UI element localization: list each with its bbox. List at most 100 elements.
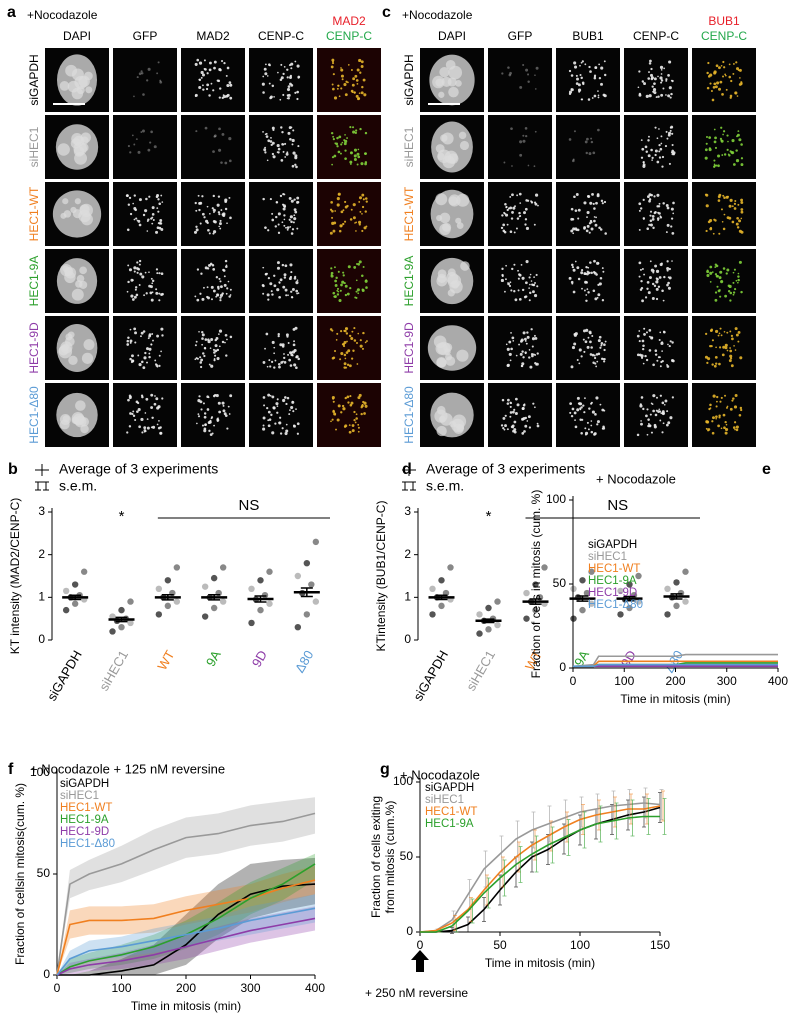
data-point [219,598,227,605]
speckle [271,152,275,156]
speckle [649,223,653,227]
speckle [717,154,721,158]
x-tick-label: 300 [717,674,737,688]
speckle [738,138,742,142]
speckle [284,264,288,268]
speckle [584,280,588,284]
error-bar [502,859,507,897]
speckle [159,431,162,435]
speckle [150,298,154,302]
speckle [570,365,574,369]
y-axis-label: Fraction of cells in mitosis (cum. %) [529,490,543,679]
speckle [227,280,230,283]
speckle [588,152,592,156]
speckle [710,89,713,92]
legend-label: HEC1-WT [425,806,477,818]
speckle [533,165,536,168]
speckle [275,402,279,406]
speckle [590,430,594,434]
speckle [506,364,510,367]
speckle [265,63,267,66]
chromatin [436,357,447,368]
speckle [532,353,535,356]
speckle [726,406,728,409]
speckle [200,408,203,411]
speckle [670,225,673,228]
speckle [729,299,732,302]
data-point [583,589,591,597]
legend-label: siGAPDH [60,778,109,790]
speckle [278,281,281,284]
speckle [636,334,640,338]
speckle [510,425,514,429]
speckle [141,275,145,279]
speckle [709,271,713,275]
speckle [331,216,334,219]
speckle [652,394,656,398]
speckle [641,339,645,343]
micrograph [45,48,109,112]
speckle [158,420,160,422]
speckle [134,341,137,344]
chromatin [84,71,93,81]
legend-label: HEC1-Δ80 [60,838,115,850]
speckle [200,76,203,79]
speckle [353,265,357,269]
speckle [355,417,358,420]
speckle [569,402,573,405]
speckle [215,276,219,279]
speckle [222,214,226,218]
speckle [285,423,288,426]
speckle [268,63,271,66]
speckle [669,340,672,343]
speckle [282,150,285,153]
speckle [351,429,355,433]
speckle [586,421,589,424]
speckle [353,327,356,330]
speckle [351,91,354,94]
speckle [352,349,355,352]
merge-header: BUB1 [708,14,740,28]
micrograph [556,316,620,380]
speckle [729,96,732,99]
speckle [283,356,286,360]
speckle [131,298,135,301]
speckle [267,139,271,143]
speckle [151,216,154,219]
speckle [645,94,649,98]
speckle [667,421,671,425]
speckle [570,207,574,211]
legend-label: Average of 3 experiments [59,461,218,477]
micrograph-bg [181,383,245,447]
speckle [595,353,599,356]
speckle [224,207,228,211]
micrograph-bg [488,316,552,380]
micrograph [113,249,177,313]
speckle [198,201,202,205]
speckle [361,288,364,291]
speckle [648,223,651,226]
speckle [210,337,214,341]
micrograph-bg [556,115,620,179]
speckle [580,98,583,101]
speckle [659,76,663,80]
speckle [333,96,338,100]
speckle [528,356,531,359]
speckle [643,82,646,86]
speckle [201,330,204,334]
micrograph [317,182,381,246]
speckle [283,218,286,221]
speckle [724,73,727,76]
data-point [635,572,642,580]
series-line [56,863,316,976]
legend-label: siHEC1 [60,790,99,802]
speckle [709,227,713,231]
speckle [332,73,335,76]
speckle [351,357,354,360]
speckle [733,268,736,271]
speckle [732,271,735,274]
speckle [641,299,644,303]
speckle [572,268,576,272]
speckle [603,360,606,363]
speckle [281,142,284,146]
